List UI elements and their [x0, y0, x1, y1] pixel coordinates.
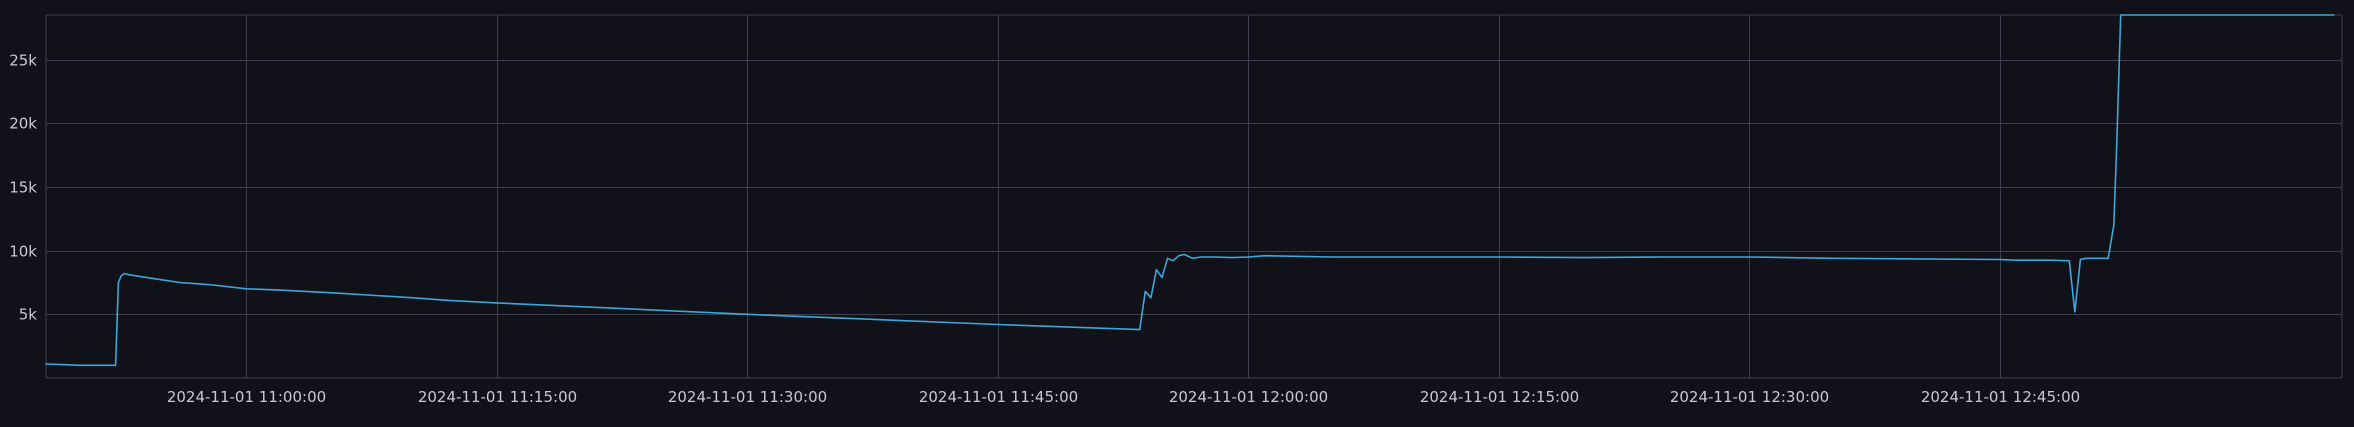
x-tick-label: 2024-11-01 11:30:00 — [668, 388, 827, 406]
axes: 5k 10k 15k 20k 25k 2024-11-01 11:00:00 2024-11… — [9, 52, 2080, 407]
series-line-0 — [45, 14, 2335, 367]
plot-frame — [45, 14, 2343, 379]
y-tick-label: 10k — [9, 243, 37, 261]
series-layer — [45, 14, 2335, 367]
y-tick-label: 20k — [9, 115, 37, 133]
x-tick-label: 2024-11-01 11:45:00 — [919, 388, 1078, 406]
x-tick-label: 2024-11-01 12:45:00 — [1921, 388, 2080, 406]
x-tick-label: 2024-11-01 11:00:00 — [167, 388, 326, 406]
x-tick-label: 2024-11-01 11:15:00 — [418, 388, 577, 406]
y-tick-label: 25k — [9, 52, 37, 70]
grid — [45, 14, 2343, 379]
y-tick-label: 5k — [19, 306, 38, 324]
x-tick-label: 2024-11-01 12:00:00 — [1169, 388, 1328, 406]
y-tick-label: 15k — [9, 179, 37, 197]
x-tick-label: 2024-11-01 12:30:00 — [1670, 388, 1829, 406]
x-tick-label: 2024-11-01 12:15:00 — [1420, 388, 1579, 406]
